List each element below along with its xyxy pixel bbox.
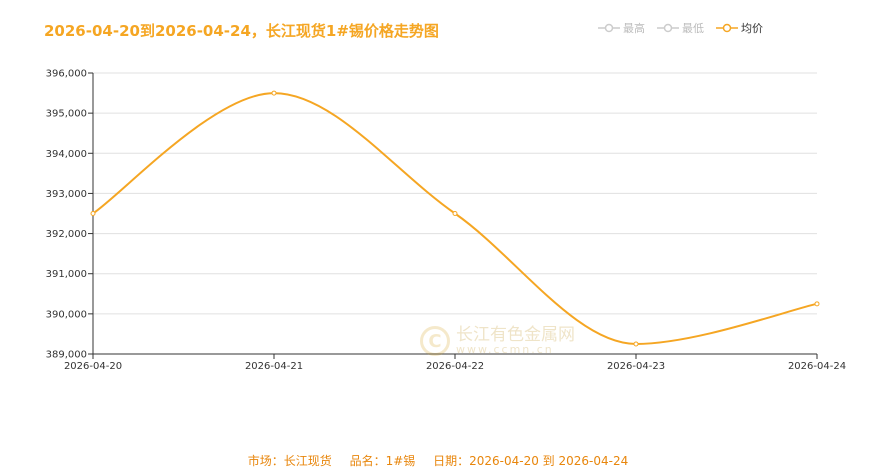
watermark-logo-icon: C bbox=[420, 326, 450, 356]
footer-product: 品名：1#锡 bbox=[349, 454, 416, 468]
legend-item-max[interactable]: 最高 bbox=[598, 20, 645, 36]
legend-label: 最低 bbox=[682, 22, 704, 35]
footer-date: 日期：2026-04-20 到 2026-04-24 bbox=[433, 454, 629, 468]
legend-line-symbol-icon bbox=[716, 23, 738, 33]
data-point[interactable] bbox=[90, 211, 96, 216]
legend: 最高 最低 均价 bbox=[598, 20, 763, 36]
watermark-url: www.ccmn.cn bbox=[456, 343, 554, 356]
legend-line-symbol-icon bbox=[657, 23, 679, 33]
x-tick-label: 2026-04-24 bbox=[788, 361, 846, 372]
x-tick-label: 2026-04-23 bbox=[607, 361, 665, 372]
data-point[interactable] bbox=[633, 341, 639, 347]
legend-label: 最高 bbox=[623, 22, 645, 35]
y-tick-label: 390,000 bbox=[46, 309, 87, 320]
legend-line-symbol-icon bbox=[598, 23, 620, 33]
data-point[interactable] bbox=[271, 90, 277, 96]
legend-item-avg[interactable]: 均价 bbox=[716, 20, 763, 36]
x-tick-label: 2026-04-20 bbox=[64, 361, 122, 372]
data-point[interactable] bbox=[814, 301, 820, 307]
y-tick-label: 389,000 bbox=[46, 350, 87, 361]
legend-label: 均价 bbox=[741, 22, 763, 35]
chart-title: 2026-04-20到2026-04-24，长江现货1#锡价格走势图 bbox=[44, 22, 439, 40]
watermark-name: 长江有色金属网 bbox=[456, 325, 575, 345]
footer-info: 市场：长江现货 品名：1#锡 日期：2026-04-20 到 2026-04-2… bbox=[0, 452, 876, 469]
x-tick-label: 2026-04-21 bbox=[245, 361, 303, 372]
y-tick-label: 391,000 bbox=[46, 269, 87, 280]
y-tick-label: 394,000 bbox=[46, 149, 87, 160]
footer-market: 市场：长江现货 bbox=[247, 454, 332, 468]
series-line bbox=[92, 92, 818, 345]
legend-item-min[interactable]: 最低 bbox=[657, 20, 704, 36]
y-tick-label: 393,000 bbox=[46, 189, 87, 200]
y-tick-label: 392,000 bbox=[46, 229, 87, 240]
y-tick-label: 395,000 bbox=[46, 109, 87, 120]
data-point[interactable] bbox=[452, 211, 458, 216]
watermark: C 长江有色金属网 www.ccmn.cn bbox=[420, 326, 575, 356]
x-tick-label: 2026-04-22 bbox=[426, 361, 484, 372]
y-tick-label: 396,000 bbox=[46, 69, 87, 80]
